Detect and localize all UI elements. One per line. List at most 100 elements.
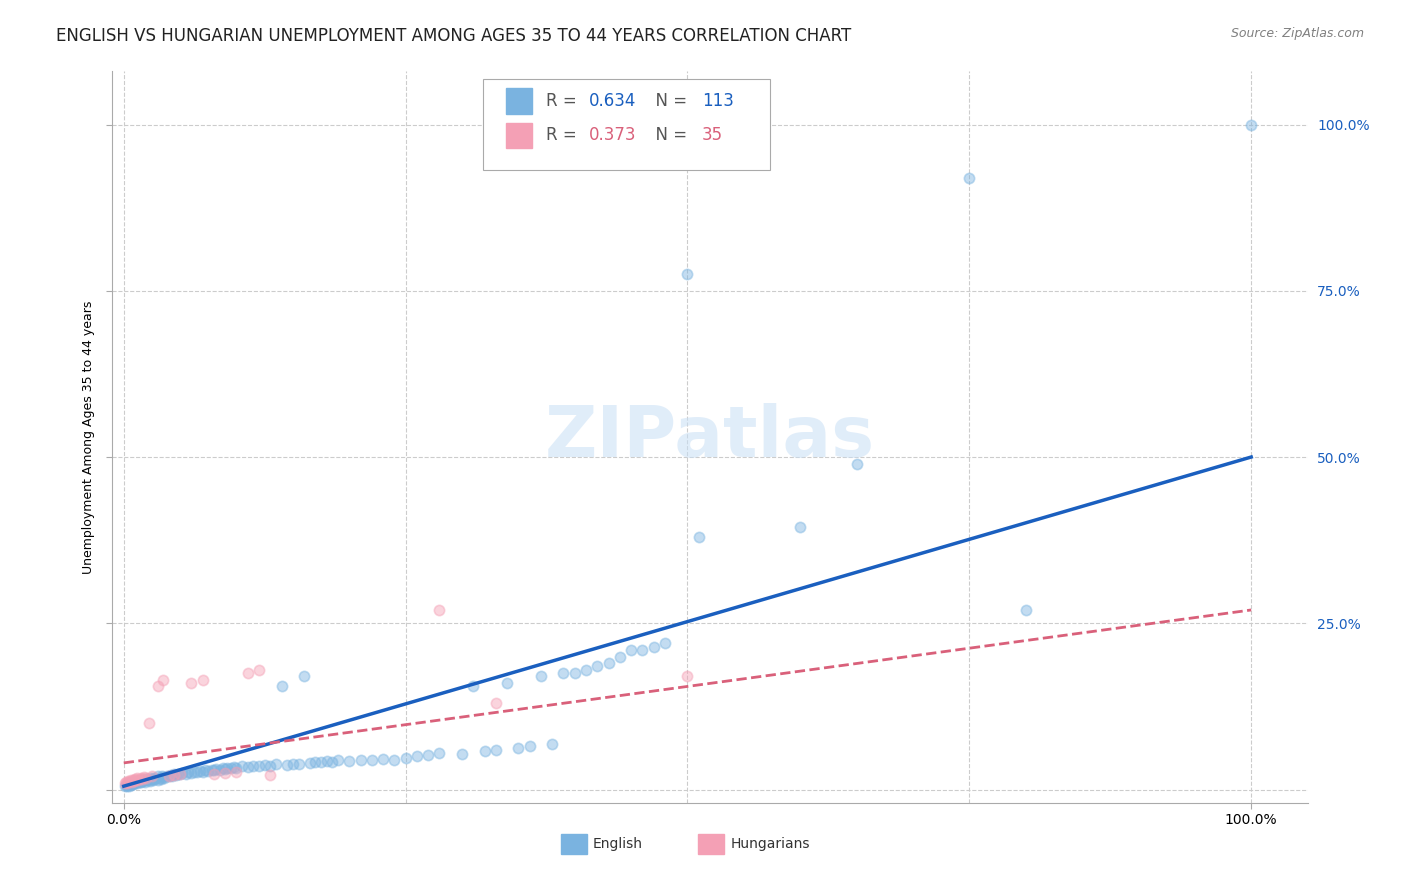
Point [326, 753, 349, 767]
Point [496, 676, 519, 690]
Point [247, 663, 270, 677]
Point [152, 770, 174, 784]
Point [609, 649, 631, 664]
Point [845, 457, 868, 471]
Point [139, 771, 162, 785]
Text: ZIPatlas: ZIPatlas [546, 402, 875, 472]
Point [143, 772, 166, 786]
Point [201, 763, 224, 777]
Point [202, 763, 225, 777]
Point [276, 758, 298, 772]
Point [224, 760, 246, 774]
Point [236, 760, 259, 774]
Point [160, 768, 183, 782]
Point [553, 666, 575, 681]
Point [114, 776, 136, 790]
Point [530, 669, 553, 683]
Point [214, 762, 236, 776]
Point [1240, 118, 1263, 132]
Point [541, 737, 564, 751]
Point [259, 758, 281, 772]
Point [115, 776, 138, 790]
Point [146, 769, 169, 783]
Point [135, 771, 157, 785]
Point [165, 768, 187, 782]
Point [253, 758, 276, 772]
Point [132, 773, 155, 788]
Point [474, 744, 496, 758]
Point [115, 779, 138, 793]
Point [115, 774, 138, 789]
Text: R =: R = [547, 127, 582, 145]
Point [463, 680, 485, 694]
Point [157, 768, 180, 782]
Point [169, 767, 191, 781]
Point [172, 765, 194, 780]
Point [304, 755, 326, 769]
Point [180, 676, 202, 690]
Point [125, 773, 148, 788]
Text: 0.373: 0.373 [589, 127, 637, 145]
Point [127, 776, 149, 790]
Point [138, 716, 160, 731]
Point [125, 774, 148, 789]
Point [236, 666, 259, 681]
Point [382, 753, 405, 767]
Point [163, 767, 186, 781]
Point [118, 776, 141, 790]
Point [114, 779, 136, 793]
Point [135, 773, 157, 788]
FancyBboxPatch shape [484, 78, 770, 170]
Point [121, 772, 143, 787]
FancyBboxPatch shape [699, 833, 724, 854]
Point [191, 764, 214, 779]
Text: Hungarians: Hungarians [730, 837, 810, 851]
Point [183, 764, 205, 779]
Point [132, 770, 155, 784]
Point [121, 776, 143, 790]
Point [186, 765, 208, 780]
Point [120, 778, 142, 792]
Point [575, 663, 598, 677]
Point [117, 773, 139, 788]
Point [292, 669, 315, 683]
Point [315, 754, 337, 768]
Point [117, 777, 139, 791]
Point [485, 696, 508, 710]
Point [214, 765, 236, 780]
Point [231, 759, 253, 773]
Point [169, 767, 191, 781]
Point [208, 763, 231, 777]
Point [157, 769, 180, 783]
Point [121, 774, 143, 789]
Point [122, 773, 145, 788]
Point [247, 759, 270, 773]
Point [789, 520, 811, 534]
Point [631, 643, 654, 657]
Point [394, 751, 416, 765]
Point [149, 772, 172, 786]
Point [225, 760, 247, 774]
Point [360, 753, 382, 767]
Point [163, 768, 186, 782]
Point [620, 643, 643, 657]
Point [177, 765, 200, 780]
Point [118, 775, 141, 789]
Point [688, 530, 710, 544]
Text: R =: R = [547, 92, 582, 110]
Point [598, 656, 620, 670]
Point [202, 766, 225, 780]
Point [127, 771, 149, 785]
Point [429, 603, 451, 617]
Point [138, 772, 160, 787]
Point [141, 769, 163, 783]
Point [152, 673, 174, 687]
Point [138, 773, 160, 788]
Point [281, 756, 304, 771]
Point [406, 749, 429, 764]
Text: 35: 35 [702, 127, 723, 145]
Point [153, 771, 176, 785]
Point [174, 766, 197, 780]
Point [429, 746, 451, 760]
Point [129, 774, 152, 789]
